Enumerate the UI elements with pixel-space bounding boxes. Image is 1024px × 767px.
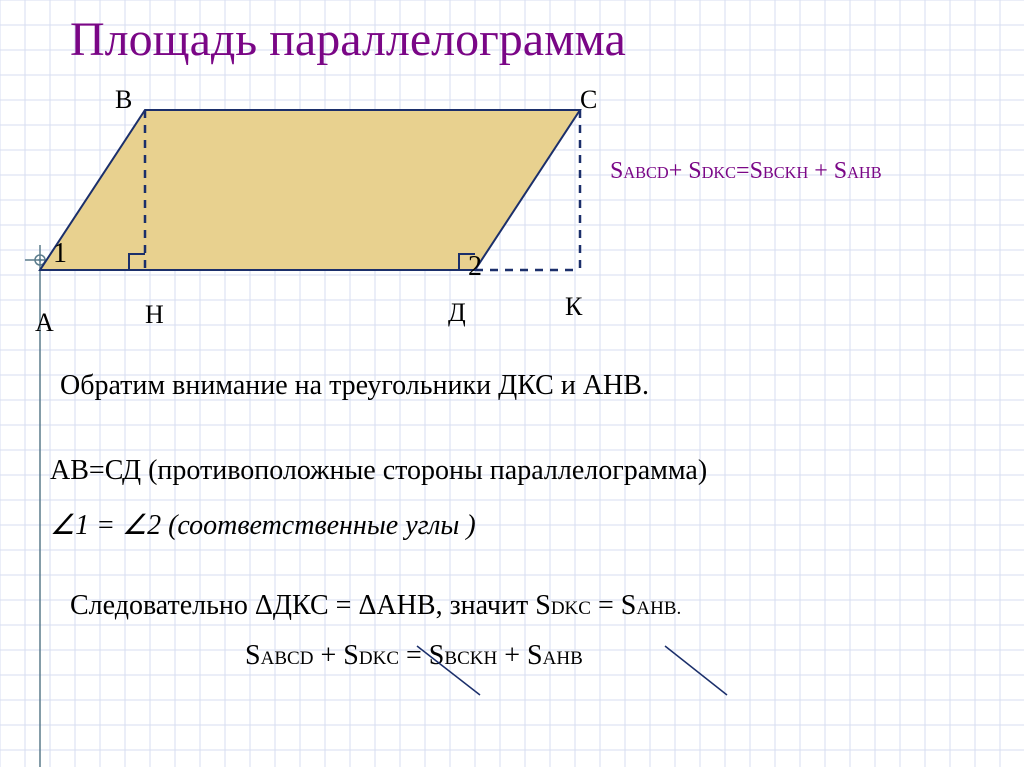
vertex-label: К <box>565 292 582 322</box>
vertex-label: С <box>580 85 597 115</box>
formula-top-right: SABCD+ SDKC=SBCKH + SAHB <box>610 158 882 185</box>
svg-text:2: 2 <box>468 251 482 282</box>
proof-line-1: Обратим внимание на треугольники ДКС и А… <box>60 370 649 402</box>
proof-line-3: ∠1 = ∠2 (соответственные углы ) <box>50 508 476 542</box>
proof-line-2: АВ=СД (противоположные стороны параллело… <box>50 455 707 487</box>
vertex-label: Н <box>145 300 164 330</box>
vertex-label: В <box>115 85 132 115</box>
proof-line-4: Следовательно ΔДКС = ΔАНВ, значит SDKC =… <box>70 590 681 622</box>
proof-line-5: SABCD + SDKC = SBCKH + SAHB <box>245 640 583 672</box>
vertex-label: Д <box>448 298 466 328</box>
vertex-label: А <box>35 308 54 338</box>
svg-text:1: 1 <box>53 238 67 269</box>
